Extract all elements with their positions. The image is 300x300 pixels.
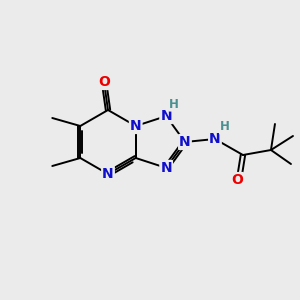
Text: N: N bbox=[160, 161, 172, 175]
Text: N: N bbox=[209, 132, 221, 146]
Text: N: N bbox=[160, 109, 172, 123]
Text: H: H bbox=[220, 121, 230, 134]
Text: N: N bbox=[130, 119, 142, 133]
Text: H: H bbox=[169, 98, 179, 111]
Text: N: N bbox=[179, 135, 191, 149]
Text: N: N bbox=[102, 167, 114, 181]
Text: O: O bbox=[98, 75, 110, 89]
Text: O: O bbox=[231, 173, 243, 187]
